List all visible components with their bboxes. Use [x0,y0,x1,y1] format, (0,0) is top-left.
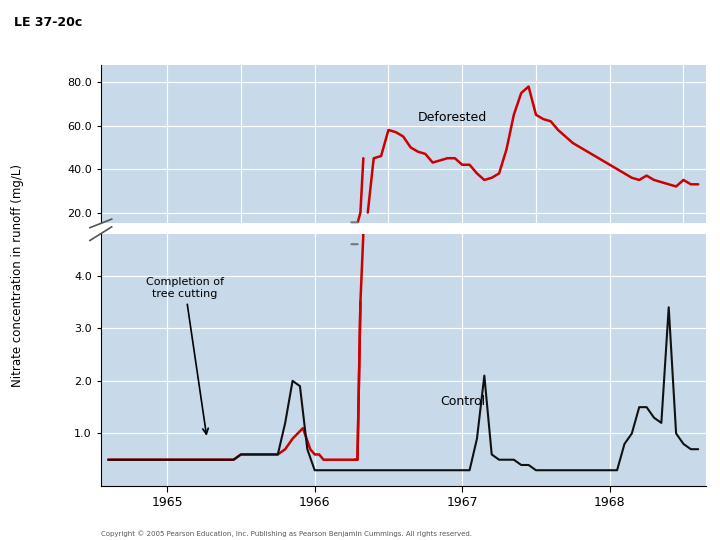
Text: Copyright © 2005 Pearson Education, Inc. Publishing as Pearson Benjamin Cummings: Copyright © 2005 Pearson Education, Inc.… [101,531,472,537]
Text: Completion of
tree cutting: Completion of tree cutting [146,277,224,434]
Text: Nitrate concentration in runoff (mg/L): Nitrate concentration in runoff (mg/L) [12,164,24,387]
Text: LE 37-20c: LE 37-20c [14,16,83,29]
Text: Control: Control [440,395,485,408]
Text: Deforested: Deforested [418,111,487,124]
